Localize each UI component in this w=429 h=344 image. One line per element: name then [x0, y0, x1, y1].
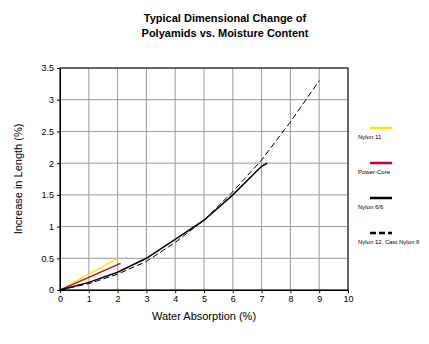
- tick: 4: [173, 290, 178, 304]
- tick: 1.5: [41, 190, 60, 200]
- grid-line: [117, 68, 118, 290]
- tick: 3: [144, 290, 149, 304]
- tick: 9: [317, 290, 322, 304]
- series-line: [60, 163, 267, 290]
- tick: 0.5: [41, 254, 60, 264]
- tick: 6: [231, 290, 236, 304]
- grid-line: [319, 68, 320, 290]
- tick: 1: [87, 290, 92, 304]
- plot-frame: [60, 68, 348, 290]
- tick: 3.5: [41, 63, 60, 73]
- tick-label: 2: [116, 294, 121, 304]
- legend-label: Nylon 12, Cast Nylon 6: [358, 239, 420, 245]
- tick: 5: [202, 290, 207, 304]
- tick: 10: [343, 290, 353, 304]
- legend-swatch: [370, 127, 392, 130]
- tick: 1: [49, 222, 60, 232]
- tick-label: 3.5: [41, 63, 54, 73]
- tick-label: 6: [231, 294, 236, 304]
- series-line: [60, 258, 118, 290]
- tick: 2: [49, 159, 60, 169]
- x-axis: 0 1 2 3 4 5 6 7 8 9 10: [58, 290, 354, 304]
- legend-label: Nylon 11: [358, 134, 382, 140]
- tick-label: 7: [260, 294, 265, 304]
- tick-label: 3: [144, 294, 149, 304]
- tick-label: 2.5: [41, 127, 54, 137]
- grid-line: [232, 68, 233, 290]
- x-axis-label: Water Absorption (%): [152, 310, 256, 322]
- chart: Typical Dimensional Change ofPolyamids v…: [0, 0, 429, 344]
- tick: 3: [49, 95, 60, 105]
- tick-label: 0: [49, 285, 54, 295]
- tick: 8: [288, 290, 293, 304]
- tick: 2.5: [41, 127, 60, 137]
- grid-line: [175, 68, 176, 290]
- grid-line: [60, 194, 348, 195]
- tick-label: 9: [317, 294, 322, 304]
- grid-line: [60, 131, 348, 132]
- tick-label: 10: [343, 294, 353, 304]
- series-line: [60, 81, 319, 290]
- y-axis: 0 0.5 1 1.5 2 2.5 3 3.5: [41, 63, 60, 295]
- grid-line: [60, 163, 348, 164]
- legend-label: Power-Core: [358, 169, 391, 175]
- title: Typical Dimensional Change ofPolyamids v…: [142, 12, 309, 39]
- tick: 2: [116, 290, 121, 304]
- grid-line: [146, 68, 147, 290]
- tick-label: 3: [49, 95, 54, 105]
- tick-label: 4: [173, 294, 178, 304]
- axis-line: [61, 291, 349, 294]
- grid-line: [261, 68, 262, 290]
- grid-line: [290, 68, 291, 290]
- grid-line: [60, 226, 348, 227]
- grid-line: [60, 99, 348, 100]
- grid-line: [60, 258, 348, 259]
- tick-label: 0.5: [41, 254, 54, 264]
- tick: 0: [49, 285, 60, 295]
- tick-label: 0: [58, 294, 63, 304]
- tick-label: 1: [87, 294, 92, 304]
- legend-swatch: [370, 162, 392, 165]
- tick-label: 1.5: [41, 190, 54, 200]
- legend-swatch: [370, 232, 392, 235]
- series-line: [60, 263, 120, 290]
- legend: Nylon 11 Power-Core Nylon 6/6 Nylon 12, Cas…: [358, 128, 420, 245]
- tick: 0: [58, 290, 63, 304]
- tick: 7: [260, 290, 265, 304]
- grid-line: [88, 68, 89, 290]
- grid-line: [204, 68, 205, 290]
- tick-label: 1: [49, 222, 54, 232]
- legend-swatch: [370, 197, 392, 200]
- tick-label: 8: [288, 294, 293, 304]
- y-axis-label: Increase in Length (%): [12, 124, 24, 235]
- plot-area: [60, 81, 319, 290]
- legend-label: Nylon 6/6: [358, 204, 384, 210]
- tick-label: 5: [202, 294, 207, 304]
- grid: [60, 68, 348, 290]
- tick-label: 2: [49, 159, 54, 169]
